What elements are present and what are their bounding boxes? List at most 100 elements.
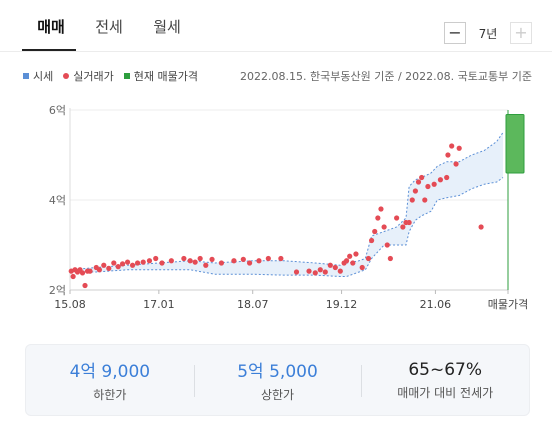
active-tab-indicator	[22, 49, 76, 51]
transaction-point	[197, 255, 203, 262]
y-tick-label: 4억	[49, 194, 66, 207]
x-tick-label: 매물가격	[488, 298, 528, 311]
x-tick-label: 15.08	[54, 298, 86, 311]
transaction-point	[312, 270, 318, 276]
transaction-point	[265, 255, 271, 262]
transaction-point	[406, 219, 412, 226]
transaction-point	[129, 262, 136, 268]
transaction-point	[419, 174, 425, 181]
tabs-divider	[0, 51, 552, 52]
price-chart: 2억 4억 6억 15.08 17.01 18.07 19.12 21.06 매물가격	[49, 104, 528, 311]
transaction-point	[368, 237, 375, 244]
jeonse-ratio-value: 65~67%	[408, 359, 483, 380]
transaction-point	[119, 261, 126, 267]
summary-lower-price: 4억 9,000 하한가	[26, 345, 194, 415]
legend-swatch-market-price	[23, 73, 29, 79]
transaction-point	[209, 256, 215, 262]
transaction-point	[153, 255, 159, 262]
transaction-point	[384, 242, 390, 248]
transaction-point	[101, 262, 107, 268]
period-decrease-button[interactable]: −	[444, 22, 466, 44]
transaction-point	[372, 228, 378, 235]
period-stepper: − 7년 +	[444, 22, 532, 44]
transaction-point	[168, 258, 174, 264]
x-tick-label: 21.06	[420, 298, 452, 311]
transaction-point	[387, 255, 393, 262]
transaction-point	[353, 251, 359, 257]
transaction-point	[306, 268, 312, 274]
transaction-point	[293, 269, 300, 275]
transaction-point	[409, 197, 415, 203]
transaction-point	[425, 183, 431, 190]
transaction-point	[256, 258, 262, 264]
legend-label-current-listing: 현재 매물가격	[133, 70, 198, 83]
transaction-point	[415, 179, 422, 185]
transaction-point	[70, 273, 76, 280]
price-summary: 4억 9,000 하한가 5억 5,000 상한가 65~67% 매매가 대비 …	[25, 344, 530, 416]
transaction-point	[140, 259, 146, 265]
transaction-point	[337, 268, 343, 274]
transaction-point	[124, 259, 131, 265]
upper-price-label: 상한가	[260, 388, 295, 402]
current-listing-range-bar	[505, 114, 525, 174]
deal-type-tabs: 매매 전세 월세	[22, 0, 196, 52]
transaction-point	[134, 260, 141, 266]
transaction-point	[327, 262, 333, 268]
transaction-point	[381, 224, 387, 230]
x-tick-label: 19.12	[326, 298, 358, 311]
transaction-point	[343, 258, 350, 264]
market-price-lower-line	[71, 177, 504, 277]
summary-upper-price: 5억 5,000 상한가	[193, 345, 362, 415]
transaction-point	[115, 264, 121, 270]
tab-monthly-rent[interactable]: 월세	[153, 17, 181, 36]
transaction-point	[444, 174, 450, 181]
market-price-upper-line	[71, 132, 504, 271]
transaction-point	[181, 255, 187, 262]
transaction-point	[347, 253, 353, 259]
data-source-note: 2022.08.15. 한국부동산원 기준 / 2022.08. 국토교통부 기…	[240, 70, 532, 83]
transaction-point	[332, 264, 338, 271]
lower-price-value: 4억 9,000	[69, 362, 151, 382]
transaction-point	[240, 256, 246, 262]
transaction-point	[82, 282, 88, 289]
tab-jeonse[interactable]: 전세	[95, 17, 123, 36]
tab-sale[interactable]: 매매	[37, 17, 65, 36]
transaction-point	[350, 260, 356, 266]
transaction-point	[456, 145, 462, 151]
legend-swatch-actual-transaction	[63, 73, 70, 79]
transaction-point	[187, 258, 193, 264]
transaction-point	[394, 215, 400, 221]
transaction-point	[375, 215, 381, 221]
jeonse-ratio-label: 매매가 대비 전세가	[397, 385, 494, 400]
transaction-point	[453, 161, 459, 167]
market-price-band	[71, 132, 503, 277]
transaction-point	[87, 268, 93, 274]
period-increase-button[interactable]: +	[510, 22, 532, 44]
transaction-point	[231, 258, 237, 264]
transaction-point	[378, 206, 384, 212]
transaction-point	[478, 224, 484, 230]
summary-jeonse-ratio: 65~67% 매매가 대비 전세가	[361, 345, 529, 415]
transaction-point	[431, 181, 437, 187]
y-tick-label: 6억	[49, 104, 66, 117]
transaction-point	[445, 152, 451, 158]
transaction-point	[437, 177, 444, 183]
legend-item-actual-transaction: 실거래가	[63, 68, 114, 84]
transaction-point	[159, 260, 165, 266]
transaction-point	[218, 260, 225, 266]
transaction-point	[146, 258, 153, 264]
transaction-point	[96, 267, 103, 273]
x-tick-label: 17.01	[143, 298, 175, 311]
upper-price-value: 5억 5,000	[237, 362, 318, 382]
period-value: 7년	[478, 26, 498, 41]
lower-price-label: 하한가	[93, 388, 127, 402]
transaction-point	[317, 267, 323, 273]
transaction-point	[365, 255, 372, 262]
legend-swatch-current-listing	[123, 73, 130, 79]
y-tick-label: 2억	[49, 284, 66, 297]
transaction-point	[400, 224, 406, 230]
transaction-point	[111, 260, 117, 266]
transaction-point	[322, 269, 328, 275]
transaction-point	[422, 197, 428, 203]
transaction-point	[79, 270, 86, 276]
